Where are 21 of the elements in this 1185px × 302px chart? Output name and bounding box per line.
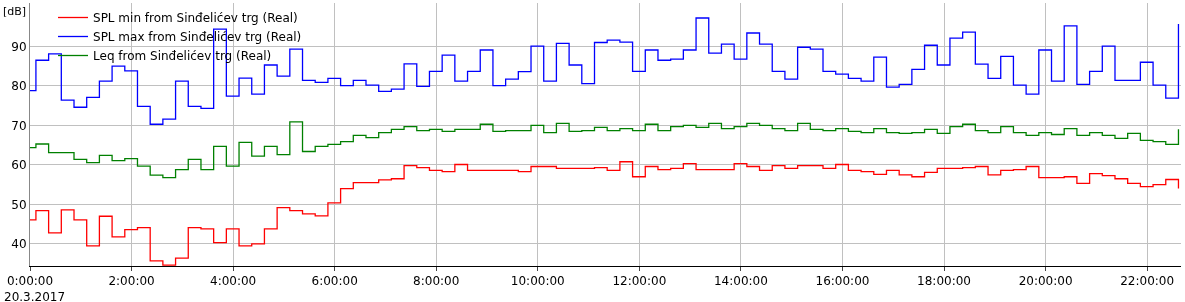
x-tick-label: 22:00:00 xyxy=(1120,274,1175,289)
y-tick-label: 50 xyxy=(11,197,27,212)
y-tick-label: 40 xyxy=(11,237,27,252)
x-tick-label: 16:00:00 xyxy=(815,274,870,289)
x-tick-label: 20:00:00 xyxy=(1018,274,1073,289)
y-tick-label: 60 xyxy=(11,158,27,173)
x-tick-label: 0:00:00 xyxy=(6,274,54,289)
y-tick-label: 90 xyxy=(11,39,27,54)
x-tick-label: 18:00:00 xyxy=(917,274,971,289)
text: 20.3.2017 xyxy=(4,290,66,302)
x-tick-label: 14:00:00 xyxy=(713,274,768,289)
y-axis-title: [dB] xyxy=(3,5,27,18)
x-tick-label: 8:00:00 xyxy=(413,274,460,289)
y-tick-label: 70 xyxy=(11,118,27,133)
x-tick-label: 10:00:00 xyxy=(510,274,565,289)
x-tick-label: 4:00:00 xyxy=(209,274,257,289)
legend-label: SPL min from Sinđelićev trg (Real) xyxy=(93,11,298,26)
y-tick-label: 80 xyxy=(11,79,27,94)
x-tick-label: 6:00:00 xyxy=(311,274,358,289)
x-tick-label: 2:00:00 xyxy=(108,274,155,289)
x-tick-label: 12:00:00 xyxy=(612,274,667,289)
